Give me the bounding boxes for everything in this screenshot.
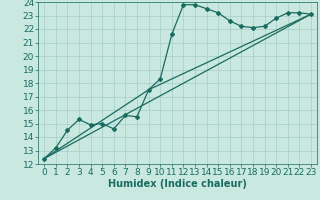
- X-axis label: Humidex (Indice chaleur): Humidex (Indice chaleur): [108, 179, 247, 189]
